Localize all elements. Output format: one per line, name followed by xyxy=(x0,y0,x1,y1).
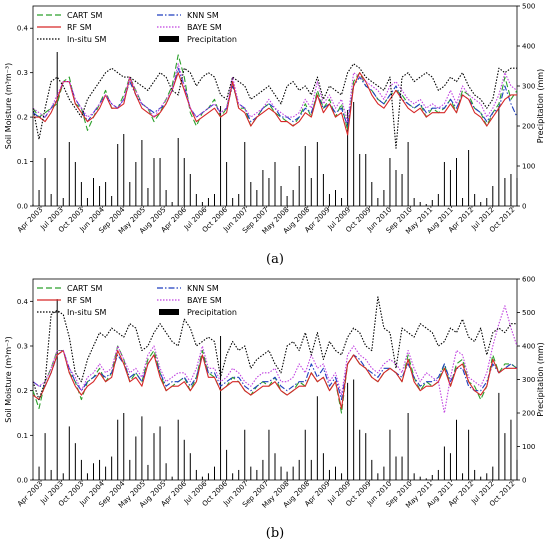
p0-series-rf-sm xyxy=(33,72,517,136)
p1-legend-label-cart-sm: CART SM xyxy=(67,284,103,293)
p1-y2-tick-label: 400 xyxy=(522,343,535,351)
p0-y2-tick-label: 200 xyxy=(522,123,535,131)
p0-y-tick-label: 0.4 xyxy=(17,25,29,33)
p1-y-tick-label: 0.1 xyxy=(17,432,28,440)
p1-legend-label-baye-sm: BAYE SM xyxy=(187,296,222,305)
p0-y2-tick-label: 400 xyxy=(522,43,535,51)
p1-series-cart-sm xyxy=(32,345,518,414)
p0-legend-label-baye-sm: BAYE SM xyxy=(187,23,222,32)
p1-y-tick-label: 0.2 xyxy=(17,387,28,395)
p1-y2-tick-label: 300 xyxy=(522,376,535,384)
p0-y2-tick-label: 300 xyxy=(522,83,535,91)
p0-y2-axis-label: Precipitation (mm) xyxy=(536,69,545,143)
p0-y2-tick-label: 500 xyxy=(522,3,535,11)
p1-legend-swatch-precipitation xyxy=(159,309,179,315)
p0-legend-label-cart-sm: CART SM xyxy=(67,11,103,20)
p1-legend-label-knn-sm: KNN SM xyxy=(187,284,219,293)
p1-y-tick-label: 0.4 xyxy=(17,298,29,306)
p1-y2-tick-label: 0 xyxy=(522,477,526,485)
p1-panel-label: (b) xyxy=(266,526,284,541)
p0-series-in-situ-sm xyxy=(32,63,517,149)
p1-y-tick-label: 0.3 xyxy=(17,343,28,351)
p1-series-rf-sm xyxy=(32,349,517,410)
p1-legend-label-in-situ-sm: In-situ SM xyxy=(67,308,107,317)
p0-y-tick-label: 0.1 xyxy=(17,158,28,166)
p1-y-axis-label: Soil Moisture (m³m⁻³) xyxy=(4,336,13,422)
p1-y2-tick-label: 100 xyxy=(522,443,535,451)
p1-legend-label-precipitation: Precipitation xyxy=(187,308,237,317)
p0-legend-label-rf-sm: RF SM xyxy=(67,23,92,32)
p0-y-axis-label: Soil Moisture (m³m⁻³) xyxy=(4,63,13,149)
p0-y2-tick-label: 100 xyxy=(522,163,535,171)
p1-series-in-situ-sm xyxy=(32,296,517,401)
p0-legend-swatch-precipitation xyxy=(159,36,179,42)
p1-legend-label-rf-sm: RF SM xyxy=(67,296,92,305)
p1-series-knn-sm xyxy=(32,349,518,401)
p1-series-baye-sm xyxy=(32,305,518,414)
p1-y2-tick-label: 600 xyxy=(522,276,535,284)
p0-series-cart-sm xyxy=(32,54,518,131)
p1-y2-axis-label: Precipitation (mm) xyxy=(536,342,545,416)
p0-series-knn-sm xyxy=(32,67,518,127)
p0-y-tick-label: 0.3 xyxy=(17,69,28,77)
p0-legend-label-precipitation: Precipitation xyxy=(187,35,237,44)
p0-legend-label-in-situ-sm: In-situ SM xyxy=(67,35,107,44)
p1-y2-tick-label: 500 xyxy=(522,309,535,317)
p0-y2-tick-label: 0 xyxy=(522,203,526,211)
p0-y-tick-label: 0.0 xyxy=(17,203,28,211)
p0-y-tick-label: 0.2 xyxy=(17,114,28,122)
p1-y2-tick-label: 200 xyxy=(522,410,535,418)
p0-legend-label-knn-sm: KNN SM xyxy=(187,11,219,20)
p1-y-tick-label: 0.0 xyxy=(17,477,28,485)
p0-panel-label: (a) xyxy=(266,252,284,267)
